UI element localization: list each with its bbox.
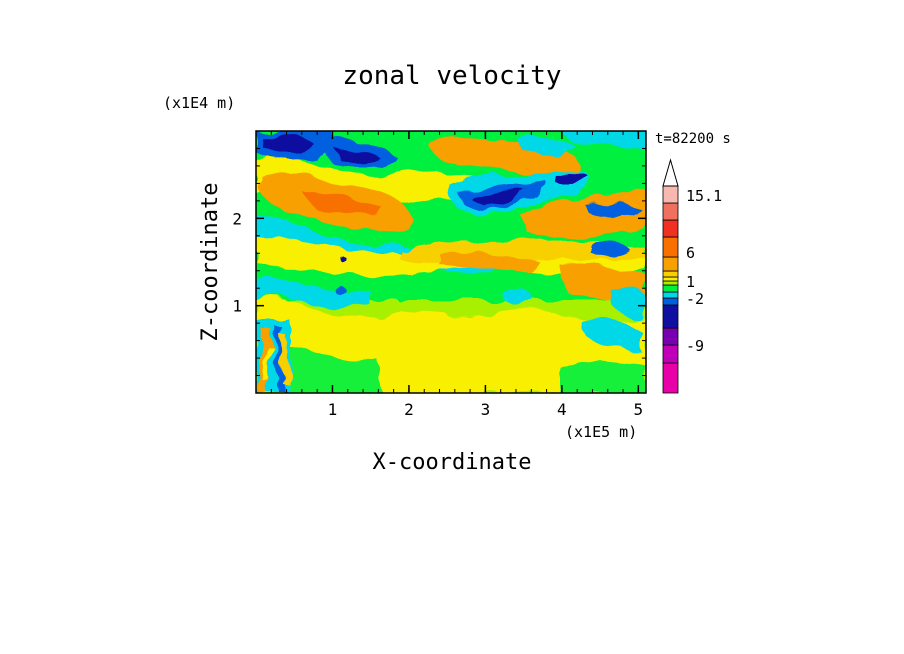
- colorbar-band: [662, 297, 679, 306]
- colorbar-label: 1: [686, 273, 695, 291]
- colorbar-band: [662, 276, 679, 282]
- colorbar-band: [662, 270, 679, 278]
- colorbar: 15.1 6 1-2 -9: [662, 158, 722, 394]
- colorbar-max-arrow: [662, 158, 679, 187]
- colorbar-label: -2: [686, 290, 704, 308]
- colorbar-band: [662, 304, 679, 329]
- colorbar-band: [662, 236, 679, 258]
- x-tick-label: 1: [328, 400, 338, 419]
- colorbar-band: [662, 280, 679, 286]
- y-axis-label: Z-coordinate: [198, 183, 223, 342]
- x-tick-label: 3: [481, 400, 491, 419]
- x-tick-label: 5: [634, 400, 644, 419]
- x-tick-label: 4: [557, 400, 567, 419]
- colorbar-band: [662, 284, 679, 293]
- colorbar-band: [662, 327, 679, 346]
- colorbar-band: [662, 202, 679, 221]
- chart-title: zonal velocity: [342, 61, 561, 91]
- colorbar-band: [662, 256, 679, 272]
- x-scale-label: (x1E5 m): [565, 423, 637, 441]
- y-scale-label: (x1E4 m): [163, 94, 235, 112]
- colorbar-band: [662, 219, 679, 238]
- colorbar-band: [662, 344, 679, 364]
- colorbar-band: [662, 291, 679, 299]
- colorbar-label: 15.1: [686, 187, 722, 205]
- x-axis-label: X-coordinate: [373, 450, 532, 475]
- y-tick-label: 2: [232, 209, 242, 228]
- y-axis-ticks: 12: [232, 147, 646, 377]
- colorbar-label: 6: [686, 244, 695, 262]
- x-tick-label: 2: [404, 400, 414, 419]
- y-tick-label: 1: [232, 297, 242, 316]
- colorbar-band: [662, 362, 679, 394]
- colorbar-band: [662, 185, 679, 204]
- time-label: t=82200 s: [655, 131, 731, 147]
- x-axis-ticks: 1 2 3 4 5: [270, 131, 644, 419]
- colorbar-label: -9: [686, 337, 704, 355]
- plot-frame: [255, 130, 647, 394]
- heatmap-field: [256, 131, 646, 393]
